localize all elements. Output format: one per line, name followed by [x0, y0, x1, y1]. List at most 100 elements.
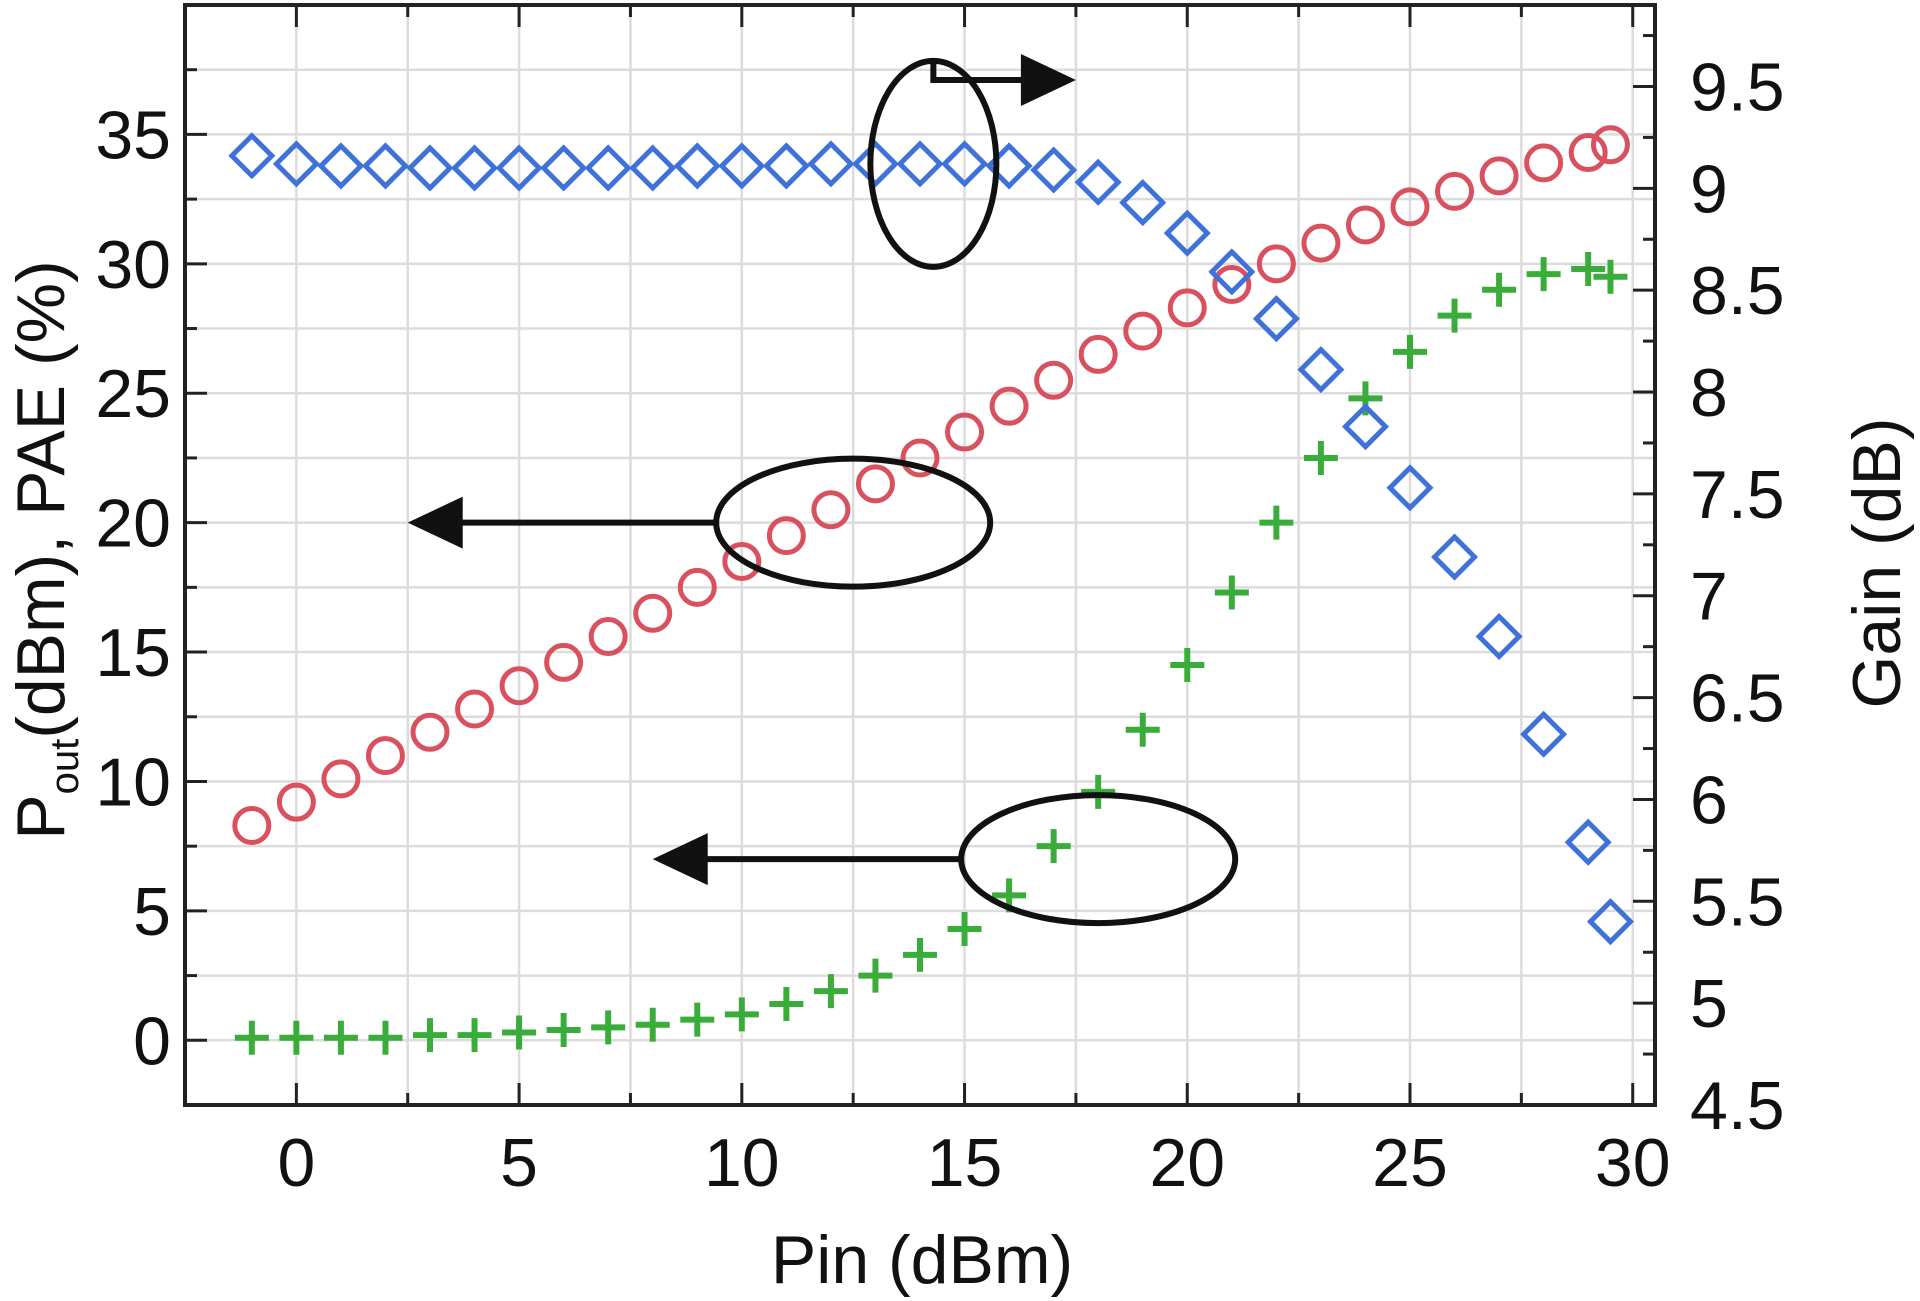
- data-point-plus: [1214, 575, 1249, 610]
- data-point-plus: [724, 997, 759, 1032]
- annotation-arrow-line: [930, 60, 1028, 83]
- data-point-circle: [677, 567, 717, 607]
- data-point-diamond: [1520, 710, 1568, 758]
- series-circle: [232, 125, 1630, 845]
- data-point-circle: [232, 805, 272, 845]
- y-right-tick-label: 6: [1690, 762, 1728, 838]
- y-axis-left-title-part: (dBm), PAE (%): [3, 260, 79, 739]
- data-point-plus: [903, 937, 937, 972]
- x-tick-label: 5: [500, 1125, 538, 1201]
- annotation-ellipse: [867, 57, 1000, 270]
- data-point-plus: [1303, 440, 1338, 475]
- data-point-plus: [1482, 272, 1517, 307]
- data-point-circle: [1256, 244, 1296, 284]
- series-plus: [234, 252, 1628, 1055]
- x-tick-label: 10: [704, 1125, 780, 1201]
- data-point-circle: [410, 712, 450, 752]
- data-point-circle: [1212, 265, 1252, 305]
- data-point-plus: [1036, 829, 1071, 864]
- data-point-diamond: [1475, 612, 1523, 661]
- data-point-diamond: [228, 132, 276, 180]
- data-point-plus: [1393, 334, 1427, 369]
- x-tick-label: 20: [1149, 1125, 1225, 1201]
- data-point-plus: [947, 912, 982, 946]
- data-point-plus: [858, 958, 893, 993]
- y-left-tick-label: 10: [95, 744, 171, 820]
- data-point-diamond: [1030, 146, 1078, 194]
- y-left-tick-label: 30: [95, 227, 171, 303]
- data-point-circle: [455, 689, 495, 729]
- data-point-diamond: [673, 142, 721, 190]
- y-right-tick-label: 6.5: [1690, 661, 1785, 737]
- data-point-circle: [1435, 171, 1475, 211]
- data-point-diamond: [851, 140, 899, 188]
- grid: [185, 5, 1655, 1105]
- y-left-tick-label: 35: [95, 97, 171, 173]
- data-point-diamond: [1297, 346, 1345, 394]
- x-tick-label: 30: [1595, 1125, 1671, 1201]
- data-series: [228, 125, 1634, 1055]
- y-axis-right-title: Gain (dB): [1839, 418, 1915, 709]
- data-point-diamond: [406, 144, 454, 192]
- data-point-circle: [811, 490, 851, 530]
- y-right-tick-label: 9: [1690, 151, 1728, 227]
- data-point-diamond: [1341, 403, 1389, 451]
- annotations: [407, 54, 1239, 927]
- data-point-circle: [1390, 187, 1430, 227]
- data-point-diamond: [1163, 209, 1211, 257]
- data-point-circle: [766, 516, 806, 556]
- annotation-ellipse: [958, 792, 1239, 927]
- data-point-diamond: [1564, 818, 1612, 866]
- y-right-tick-label: 9.5: [1690, 49, 1785, 125]
- data-point-diamond: [629, 144, 677, 192]
- y-left-tick-label: 20: [95, 486, 171, 562]
- data-point-diamond: [272, 140, 320, 188]
- plot-frame: [183, 3, 1657, 1107]
- data-point-plus: [1081, 774, 1116, 809]
- data-point-circle: [1345, 205, 1385, 245]
- data-point-diamond: [451, 144, 499, 192]
- y-axis-left-title-part: P: [3, 794, 79, 839]
- data-point-circle: [276, 782, 316, 822]
- data-point-plus: [368, 1020, 403, 1055]
- annotation-pae: [652, 792, 1239, 927]
- data-point-circle: [1078, 334, 1118, 374]
- data-point-diamond: [317, 142, 365, 190]
- data-point-circle: [989, 386, 1029, 426]
- data-point-circle: [321, 759, 361, 799]
- arrow-left-icon: [407, 496, 463, 549]
- x-axis-title: Pin (dBm): [771, 1222, 1073, 1298]
- series-diamond: [228, 132, 1634, 946]
- data-point-diamond: [1586, 898, 1634, 946]
- data-point-plus: [591, 1010, 626, 1045]
- data-point-plus: [457, 1018, 492, 1053]
- data-point-plus: [1437, 298, 1472, 333]
- data-point-plus: [1348, 381, 1383, 416]
- data-point-circle: [1123, 311, 1163, 351]
- y-left-tick-label: 25: [95, 356, 171, 432]
- x-tick-label: 0: [277, 1125, 315, 1201]
- data-point-plus: [546, 1012, 581, 1047]
- annotation-pout: [407, 455, 994, 590]
- data-point-circle: [900, 438, 940, 478]
- y-left-tick-label: 15: [95, 615, 171, 691]
- data-point-circle: [544, 642, 584, 682]
- data-point-plus: [635, 1007, 670, 1042]
- data-point-plus: [1259, 505, 1294, 540]
- y-axis-left-title: Pout(dBm), PAE (%): [3, 260, 87, 840]
- y-left-tick-label: 5: [133, 874, 171, 950]
- data-point-circle: [1524, 143, 1564, 183]
- data-point-diamond: [584, 144, 632, 192]
- data-point-diamond: [1386, 464, 1434, 512]
- data-point-circle: [499, 666, 539, 706]
- data-point-plus: [413, 1018, 447, 1053]
- arrow-left-icon: [652, 833, 708, 886]
- y-right-tick-label: 8: [1690, 355, 1728, 431]
- data-point-circle: [945, 412, 985, 452]
- data-point-plus: [769, 987, 804, 1022]
- data-point-plus: [813, 974, 848, 1009]
- data-point-circle: [588, 617, 628, 657]
- data-point-circle: [855, 464, 895, 504]
- data-point-plus: [279, 1020, 314, 1055]
